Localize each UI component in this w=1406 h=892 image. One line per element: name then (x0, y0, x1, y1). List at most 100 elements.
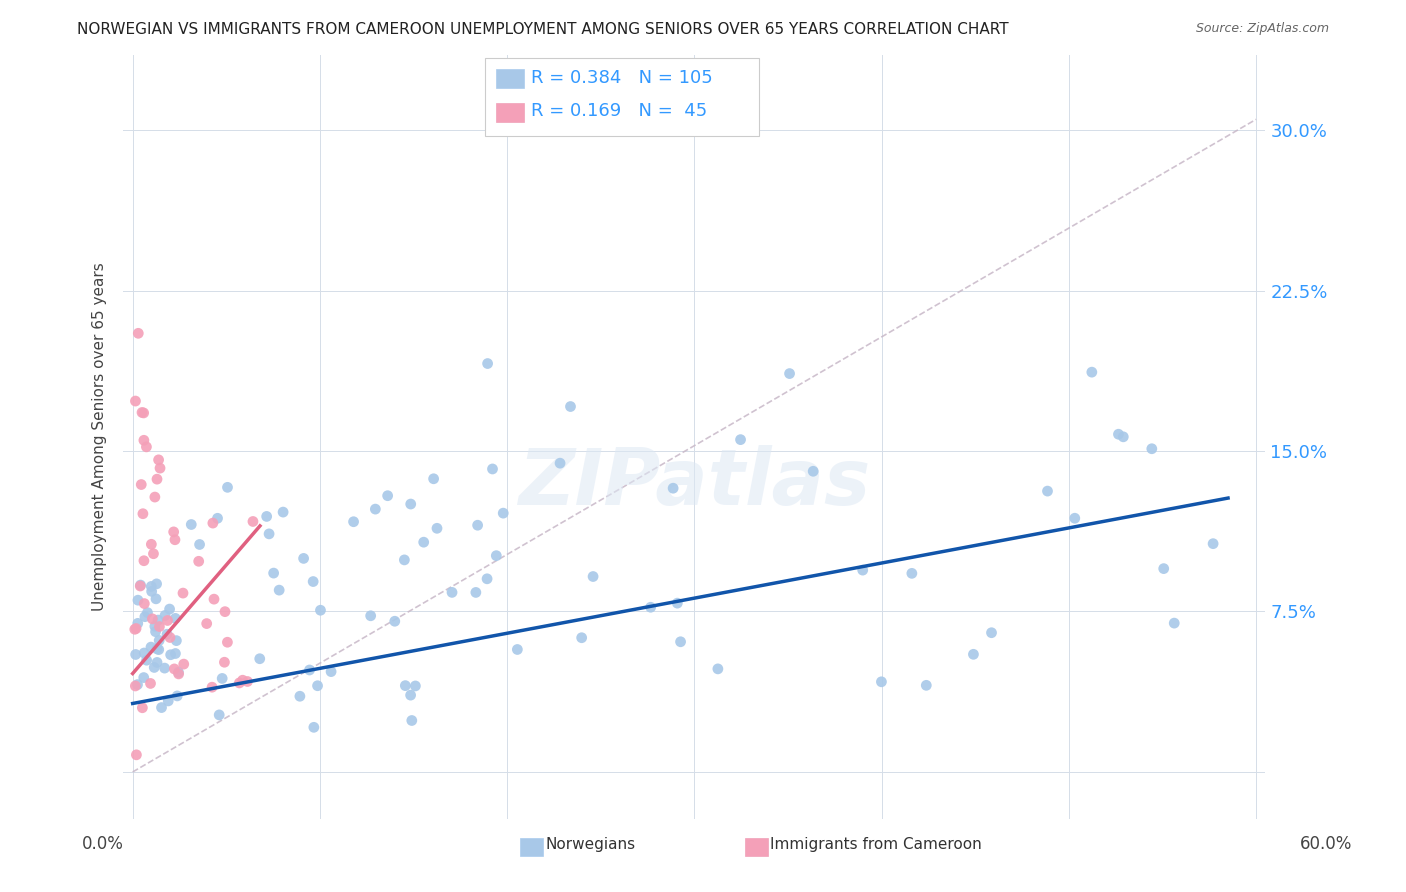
Point (145, 591, 167, 606)
Point (127, 677, 149, 691)
Point (214, 605, 236, 619)
Point (208, 707, 231, 722)
Point (394, 553, 416, 567)
Point (159, 648, 181, 662)
Text: Norwegians: Norwegians (546, 838, 636, 852)
Text: 60.0%: 60.0% (1299, 835, 1353, 853)
Text: Immigrants from Cameroon: Immigrants from Cameroon (770, 838, 983, 852)
Point (394, 679, 416, 693)
Point (669, 634, 692, 648)
Point (319, 665, 342, 679)
Point (139, 640, 162, 654)
Point (1153, 561, 1175, 575)
Point (399, 688, 422, 702)
Point (124, 394, 146, 409)
Point (269, 583, 291, 598)
Point (165, 633, 187, 648)
Point (236, 674, 259, 689)
Point (292, 551, 315, 566)
Point (302, 720, 325, 734)
Point (195, 616, 218, 631)
Point (142, 547, 165, 561)
Point (148, 619, 170, 633)
Point (127, 326, 149, 341)
Point (377, 489, 399, 503)
Point (384, 614, 406, 628)
Point (962, 648, 984, 662)
Point (257, 527, 280, 541)
Point (149, 461, 172, 475)
Point (404, 679, 426, 693)
Text: Source: ZipAtlas.com: Source: ZipAtlas.com (1195, 22, 1329, 36)
Point (1140, 442, 1163, 456)
Point (163, 662, 186, 676)
Point (157, 694, 180, 708)
Point (127, 616, 149, 631)
Point (145, 624, 167, 639)
Point (135, 653, 157, 667)
Point (207, 511, 229, 525)
Point (153, 661, 176, 675)
Point (187, 554, 209, 568)
Point (401, 714, 423, 728)
Point (870, 674, 893, 689)
Point (146, 641, 169, 656)
Point (1063, 511, 1085, 525)
Point (302, 574, 325, 589)
Y-axis label: Unemployment Among Seniors over 65 years: Unemployment Among Seniors over 65 years (93, 263, 107, 611)
Point (271, 505, 294, 519)
Point (730, 433, 752, 447)
Text: 0.0%: 0.0% (82, 835, 124, 853)
Point (180, 517, 202, 532)
Point (1163, 616, 1185, 631)
Point (150, 700, 173, 714)
Point (134, 597, 156, 611)
Point (148, 453, 170, 467)
Point (263, 566, 285, 580)
Point (134, 609, 156, 624)
Point (153, 608, 176, 623)
Text: R = 0.384   N = 105: R = 0.384 N = 105 (531, 69, 713, 87)
Point (506, 642, 529, 657)
Point (146, 613, 169, 627)
Point (399, 497, 422, 511)
Point (779, 367, 801, 381)
Point (148, 633, 170, 648)
Point (131, 405, 153, 419)
Point (707, 662, 730, 676)
Point (980, 625, 1002, 640)
Point (156, 614, 179, 628)
Point (309, 603, 332, 617)
Point (481, 462, 503, 476)
Point (364, 502, 387, 516)
Point (172, 586, 194, 600)
Point (139, 676, 162, 690)
Point (146, 472, 169, 486)
Point (165, 647, 187, 661)
Point (148, 642, 170, 657)
Point (159, 602, 181, 616)
Point (249, 651, 271, 665)
Point (131, 700, 153, 714)
Point (125, 747, 148, 762)
Point (201, 516, 224, 530)
Point (146, 656, 169, 670)
Point (852, 563, 875, 577)
Point (666, 596, 689, 610)
Point (156, 627, 179, 641)
Point (132, 507, 155, 521)
Point (477, 357, 499, 371)
Point (1081, 365, 1104, 379)
Point (167, 667, 190, 681)
Point (127, 593, 149, 607)
Point (166, 689, 188, 703)
Point (217, 480, 239, 494)
Point (475, 572, 498, 586)
Point (132, 554, 155, 568)
Point (188, 537, 211, 551)
Point (141, 612, 163, 626)
Text: R = 0.169   N =  45: R = 0.169 N = 45 (531, 103, 707, 120)
Point (360, 608, 382, 623)
Point (167, 665, 190, 680)
Point (801, 464, 824, 478)
